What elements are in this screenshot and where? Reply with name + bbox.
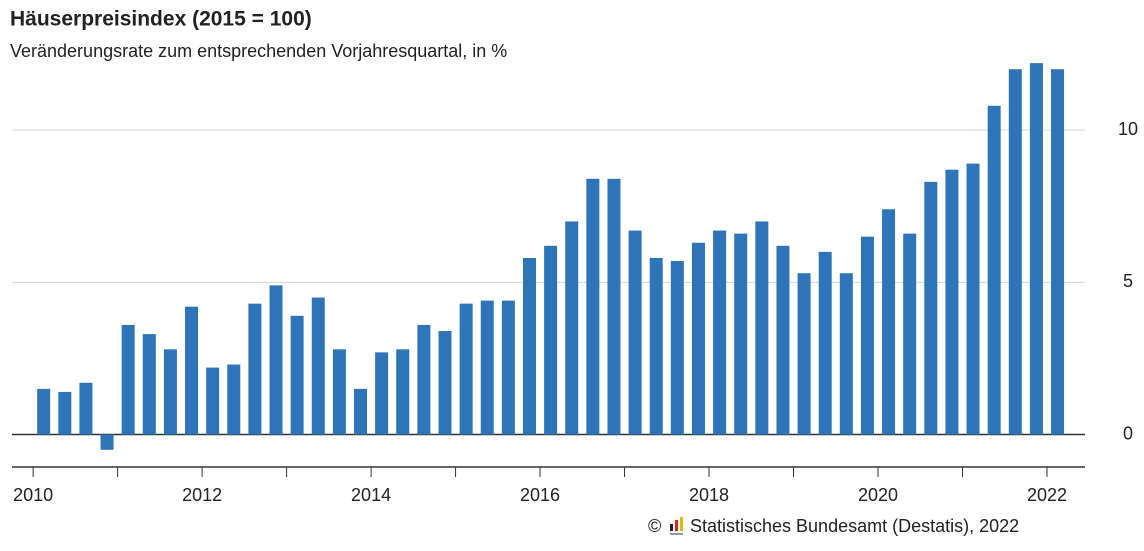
bar — [1008, 69, 1022, 435]
bar — [438, 331, 452, 435]
x-tick-label: 2012 — [182, 485, 222, 505]
bar — [480, 300, 494, 435]
x-tick-label: 2018 — [689, 485, 729, 505]
x-tick-label: 2010 — [13, 485, 53, 505]
x-tick-label: 2022 — [1027, 485, 1067, 505]
bar — [755, 221, 769, 435]
bar — [903, 233, 917, 435]
y-tick-label: 10 — [1118, 119, 1138, 139]
copyright-sign: © — [648, 516, 661, 536]
bar — [839, 273, 853, 435]
bar — [163, 349, 177, 435]
bar — [713, 230, 727, 435]
bar — [966, 163, 980, 435]
bar — [987, 105, 1001, 435]
bar — [522, 257, 536, 435]
bar — [142, 334, 156, 435]
bar — [58, 391, 72, 435]
bar — [79, 382, 93, 435]
bar — [121, 324, 135, 435]
bar — [1051, 69, 1065, 435]
y-tick-label: 5 — [1123, 271, 1133, 291]
bar — [649, 257, 663, 435]
bar — [396, 349, 410, 435]
x-tick-label: 2016 — [520, 485, 560, 505]
source-logo: © — [648, 516, 683, 536]
bar — [332, 349, 346, 435]
bar — [354, 388, 368, 435]
bar — [100, 434, 114, 450]
bar — [924, 181, 938, 435]
bar — [945, 169, 959, 435]
bar — [248, 303, 262, 435]
bar — [797, 273, 811, 435]
bar — [185, 306, 199, 435]
chart-title: Häuserpreisindex (2015 = 100) — [10, 8, 312, 31]
bar — [818, 251, 832, 435]
bar — [206, 367, 220, 435]
bar — [544, 245, 558, 435]
bar — [607, 178, 621, 435]
bar — [882, 209, 896, 435]
bar — [565, 221, 579, 435]
bar — [776, 245, 790, 435]
bar — [417, 324, 431, 435]
bar — [734, 233, 748, 435]
bar — [628, 230, 642, 435]
source: Statistisches Bundesamt (Destatis), 2022 — [690, 516, 1019, 536]
bar — [375, 352, 389, 435]
x-tick-label: 2020 — [858, 485, 898, 505]
bar — [227, 364, 241, 435]
bar — [501, 300, 515, 435]
bar — [586, 178, 600, 435]
chart-subtitle: Veränderungsrate zum entsprechenden Vorj… — [10, 41, 507, 61]
bar — [269, 285, 283, 435]
bar — [290, 315, 304, 435]
bar — [1029, 63, 1043, 435]
bar — [37, 388, 51, 435]
y-tick-label: 0 — [1123, 423, 1133, 443]
bar — [860, 236, 874, 435]
x-tick-label: 2014 — [351, 485, 391, 505]
bar — [311, 297, 325, 435]
bar — [459, 303, 473, 435]
bar — [670, 261, 684, 435]
bar — [691, 242, 705, 435]
